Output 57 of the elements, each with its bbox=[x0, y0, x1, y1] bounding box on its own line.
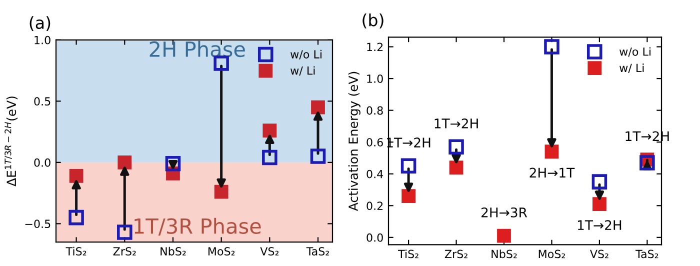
x-tick-label: TiS₂ bbox=[398, 250, 418, 258]
point bbox=[497, 228, 511, 243]
legend-label: w/ Li bbox=[620, 64, 644, 74]
point bbox=[640, 155, 655, 170]
point bbox=[592, 174, 608, 190]
point bbox=[118, 155, 132, 170]
annotation: 1T→2H bbox=[578, 220, 622, 230]
point bbox=[214, 184, 228, 199]
point bbox=[544, 39, 560, 54]
chart-title: (a) bbox=[30, 16, 50, 31]
y-axis-title: Activation Energy (eV) bbox=[348, 72, 360, 212]
y-axis-title: ΔE$^{1T/3R−2H}$(eV) bbox=[4, 96, 18, 186]
x-tick-label: NbS₂ bbox=[492, 250, 517, 258]
annotation: 1T→2H bbox=[434, 118, 478, 128]
point bbox=[262, 124, 277, 138]
y-tick-label: 1.0 bbox=[367, 74, 383, 83]
x-tick-label: TiS₂ bbox=[66, 246, 86, 256]
point bbox=[165, 156, 181, 172]
point bbox=[400, 158, 416, 174]
point bbox=[402, 189, 416, 204]
y-tick-label: 0.2 bbox=[366, 202, 383, 210]
legend-label: w/o Li bbox=[290, 50, 322, 60]
point bbox=[69, 168, 84, 183]
annotation: 2H→3R bbox=[482, 207, 528, 218]
point bbox=[117, 224, 132, 240]
x-tick-label: ZrS₂ bbox=[113, 247, 136, 256]
y-tick-label: 0.0 bbox=[34, 158, 50, 167]
legend-label: w/ Li bbox=[290, 66, 315, 76]
y-tick-label: 1.0 bbox=[34, 36, 50, 44]
y-tick-label: 0.4 bbox=[366, 170, 384, 178]
point bbox=[449, 160, 464, 174]
legend-label: w/o Li bbox=[620, 47, 650, 57]
y-tick-label: −0.5 bbox=[25, 220, 50, 228]
x-tick-label: VS₂ bbox=[260, 247, 279, 256]
x-tick-label: TaS₂ bbox=[306, 247, 329, 256]
y-tick-label: 0.5 bbox=[34, 97, 50, 106]
y-tick-label: 0.0 bbox=[366, 233, 383, 242]
chart-title: (b) bbox=[362, 13, 384, 28]
x-tick-label: MoS₂ bbox=[208, 247, 235, 256]
point bbox=[592, 197, 606, 211]
band-label: 2H Phase bbox=[150, 40, 245, 58]
point bbox=[544, 144, 559, 159]
x-tick-label: MoS₂ bbox=[538, 250, 565, 258]
point bbox=[68, 210, 84, 226]
x-tick-label: ZrS₂ bbox=[444, 250, 468, 258]
x-tick-label: NbS₂ bbox=[160, 246, 186, 256]
band-label: 1T/3R Phase bbox=[134, 218, 261, 236]
annotation: 2H→1T bbox=[530, 168, 575, 178]
y-tick-label: 1.2 bbox=[367, 42, 383, 51]
x-tick-label: TaS₂ bbox=[636, 250, 658, 258]
y-tick-label: 0.6 bbox=[366, 138, 383, 146]
point bbox=[310, 148, 326, 164]
x-tick-label: VS₂ bbox=[590, 250, 608, 258]
point bbox=[262, 150, 278, 166]
point bbox=[311, 100, 325, 114]
y-tick-label: 0.8 bbox=[366, 106, 383, 115]
point bbox=[448, 139, 464, 154]
